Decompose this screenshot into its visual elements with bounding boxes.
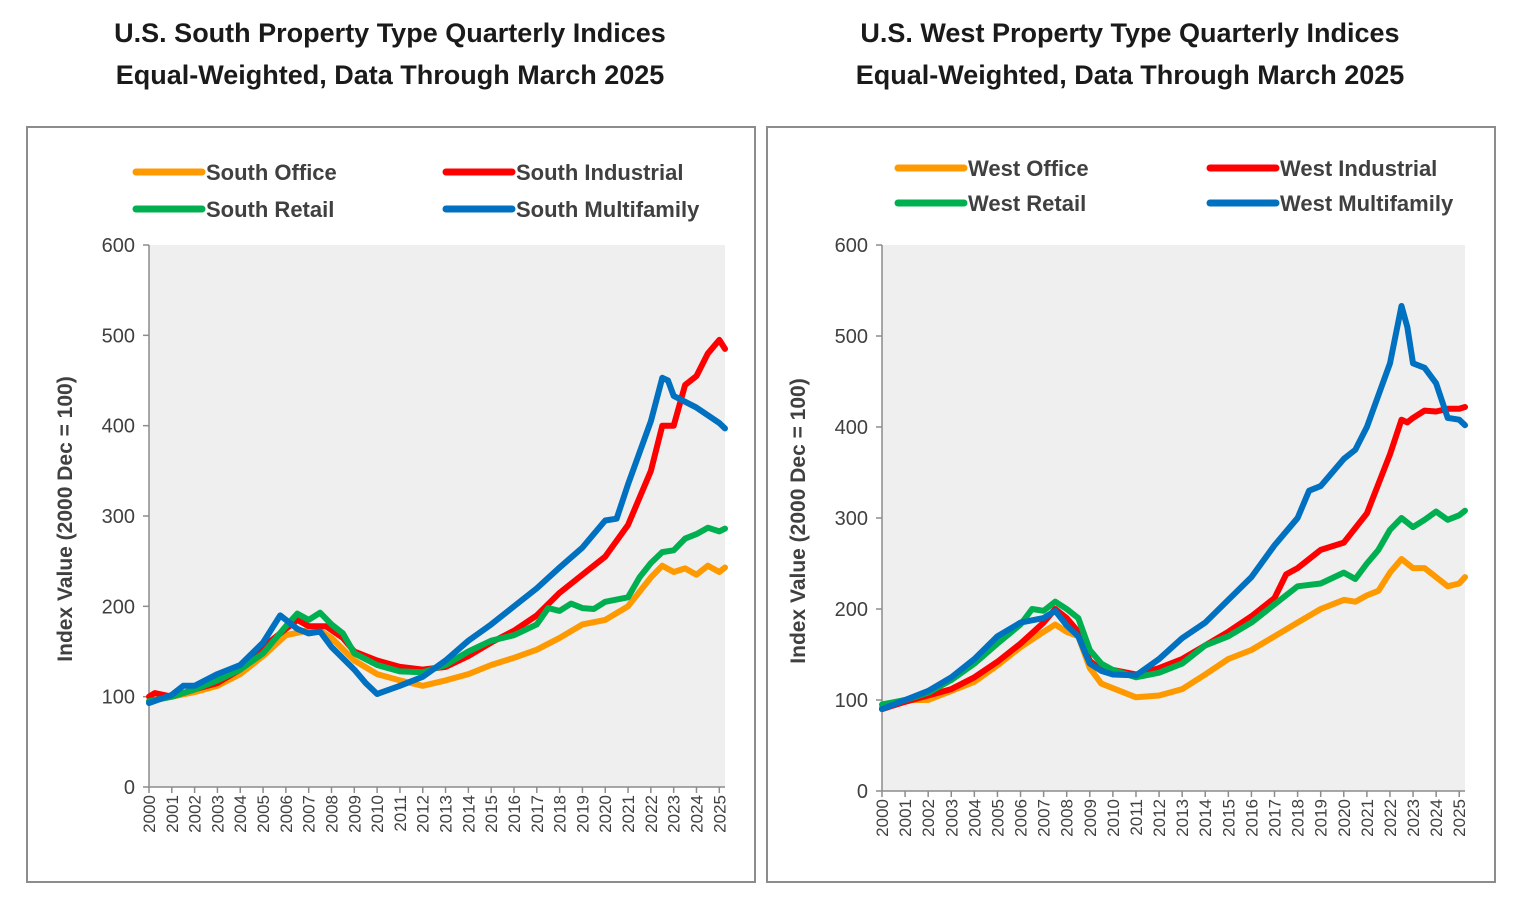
west-y-tick-label: 600 <box>835 235 868 257</box>
west-x-tick-label: 2020 <box>1335 799 1354 837</box>
legend-label-south-retail: South Retail <box>206 197 334 222</box>
south-x-tick-label: 2022 <box>642 795 661 833</box>
west-x-tick-label: 2008 <box>1058 799 1077 837</box>
west-x-tick-label: 2014 <box>1196 799 1215 837</box>
west-y-tick-label: 200 <box>835 599 868 621</box>
south-title-line2: Equal-Weighted, Data Through March 2025 <box>115 60 665 90</box>
west-x-tick-label: 2007 <box>1035 799 1054 837</box>
south-x-tick-label: 2001 <box>163 795 182 833</box>
south-x-tick-label: 2011 <box>391 795 410 832</box>
south-x-tick-label: 2007 <box>300 795 319 833</box>
legend-label-west-multifamily: West Multifamily <box>1280 191 1454 216</box>
south-y-axis-title: Index Value (2000 Dec = 100) <box>54 376 77 661</box>
south-x-tick-label: 2023 <box>665 795 684 833</box>
west-chart-title: U.S. West Property Type Quarterly Indice… <box>760 12 1500 96</box>
south-x-tick-label: 2015 <box>482 795 501 833</box>
west-x-tick-label: 2005 <box>988 799 1007 837</box>
west-x-tick-label: 2022 <box>1381 799 1400 837</box>
west-x-tick-label: 2010 <box>1104 799 1123 837</box>
south-x-tick-label: 2004 <box>231 795 250 833</box>
south-x-tick-label: 2018 <box>551 795 570 833</box>
west-x-tick-label: 2003 <box>942 799 961 837</box>
west-title-line1: U.S. West Property Type Quarterly Indice… <box>860 18 1400 48</box>
south-y-tick-label: 600 <box>102 235 135 257</box>
south-x-tick-label: 2000 <box>140 795 159 833</box>
south-y-tick-label: 0 <box>124 777 135 799</box>
west-x-tick-label: 2001 <box>896 799 915 837</box>
west-x-tick-label: 2011 <box>1127 799 1146 836</box>
south-x-tick-label: 2008 <box>322 795 341 833</box>
south-x-tick-label: 2002 <box>186 795 205 833</box>
west-plot-area <box>882 245 1465 791</box>
legend-label-west-office: West Office <box>968 156 1089 181</box>
west-x-tick-label: 2015 <box>1219 799 1238 837</box>
south-series-line-south-multifamily <box>146 374 728 706</box>
west-y-axis-title: Index Value (2000 Dec = 100) <box>787 378 810 663</box>
west-x-tick-label: 2024 <box>1427 799 1446 837</box>
west-x-tick-label: 2009 <box>1081 799 1100 837</box>
west-x-tick-label: 2025 <box>1450 799 1469 837</box>
south-x-tick-label: 2020 <box>596 795 615 833</box>
south-x-tick-label: 2009 <box>345 795 364 833</box>
west-x-tick-label: 2019 <box>1312 799 1331 837</box>
west-x-tick-label: 2012 <box>1150 799 1169 837</box>
west-x-tick-label: 2006 <box>1012 799 1031 837</box>
west-x-tick-label: 2021 <box>1358 799 1377 837</box>
south-x-tick-label: 2013 <box>437 795 456 833</box>
legend-label-west-industrial: West Industrial <box>1280 156 1437 181</box>
west-x-tick-label: 2004 <box>965 799 984 837</box>
west-y-tick-label: 0 <box>857 781 868 803</box>
south-x-tick-label: 2003 <box>208 795 227 833</box>
south-y-tick-label: 200 <box>102 596 135 618</box>
south-x-tick-label: 2025 <box>710 795 729 833</box>
west-y-tick-label: 400 <box>835 417 868 439</box>
west-y-tick-label: 500 <box>835 326 868 348</box>
west-title-line2: Equal-Weighted, Data Through March 2025 <box>855 60 1405 90</box>
legend-label-south-multifamily: South Multifamily <box>516 197 700 222</box>
west-x-tick-label: 2002 <box>919 799 938 837</box>
legend-label-south-industrial: South Industrial <box>516 160 683 185</box>
south-x-tick-label: 2012 <box>414 795 433 833</box>
west-x-tick-label: 2000 <box>873 799 892 837</box>
west-x-tick-label: 2023 <box>1404 799 1423 837</box>
south-y-tick-label: 400 <box>102 416 135 438</box>
west-series-line-west-multifamily <box>879 303 1468 713</box>
south-y-tick-label: 500 <box>102 325 135 347</box>
south-x-tick-label: 2014 <box>459 795 478 833</box>
south-chart-panel: 0 100 200 300 400 500 600 2000 2001 2002 2003 2004 2… <box>26 126 756 883</box>
south-x-tick-label: 2016 <box>505 795 524 833</box>
south-x-tick-label: 2024 <box>687 795 706 833</box>
south-y-tick-label: 300 <box>102 506 135 528</box>
south-series-line-south-retail <box>146 524 728 705</box>
south-chart-title: U.S. South Property Type Quarterly Indic… <box>20 12 760 96</box>
west-x-tick-label: 2013 <box>1173 799 1192 837</box>
south-x-tick-label: 2017 <box>528 795 547 833</box>
south-x-tick-label: 2021 <box>619 795 638 833</box>
west-x-tick-label: 2016 <box>1242 799 1261 837</box>
south-x-tick-label: 2005 <box>254 795 273 833</box>
south-x-tick-label: 2010 <box>368 795 387 833</box>
west-y-tick-label: 300 <box>835 508 868 530</box>
west-y-tick-label: 100 <box>835 690 868 712</box>
south-x-tick-label: 2019 <box>573 795 592 833</box>
west-x-tick-label: 2017 <box>1266 799 1285 837</box>
south-title-line1: U.S. South Property Type Quarterly Indic… <box>114 18 666 48</box>
south-y-tick-label: 100 <box>102 687 135 709</box>
south-plot-area <box>149 245 725 787</box>
west-x-tick-label: 2018 <box>1289 799 1308 837</box>
south-x-tick-label: 2006 <box>277 795 296 833</box>
west-chart-panel: 0 100 200 300 400 500 600 2000 2001 2002 2003 2004 2… <box>766 126 1496 883</box>
legend-label-south-office: South Office <box>206 160 337 185</box>
legend-label-west-retail: West Retail <box>968 191 1086 216</box>
